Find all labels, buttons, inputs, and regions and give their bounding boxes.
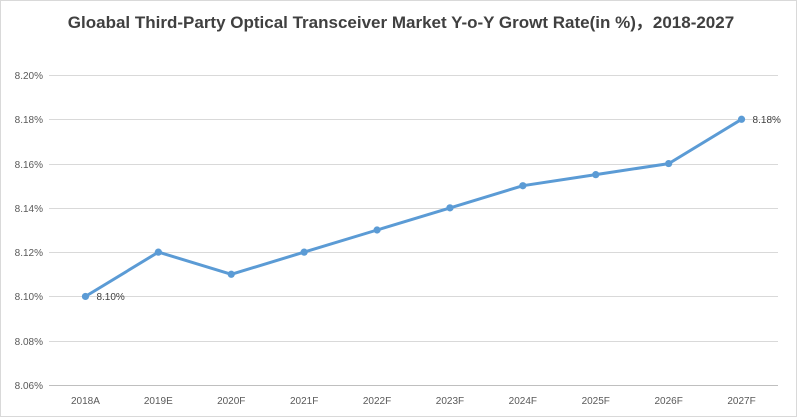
series-line (84, 117, 744, 298)
x-tick-label: 2021F (290, 396, 318, 407)
y-tick-label: 8.06% (15, 381, 43, 392)
x-tick-label: 2024F (509, 396, 537, 407)
y-tick-label: 8.14% (15, 204, 43, 215)
y-tick-label: 8.20% (15, 71, 43, 82)
gridlines (49, 75, 778, 386)
data-point (665, 159, 673, 168)
data-label: 8.10% (96, 292, 124, 303)
data-point (81, 292, 90, 301)
data-point (737, 115, 746, 123)
x-tick-label: 2023F (436, 396, 464, 407)
x-tick-label: 2022F (363, 396, 391, 407)
y-tick-label: 8.18% (15, 115, 43, 126)
x-tick-label: 2026F (654, 396, 682, 407)
data-point (154, 248, 162, 256)
series-layer (81, 115, 746, 301)
x-tick-label: 2018A (71, 396, 100, 407)
x-tick-label: 2019E (144, 396, 173, 407)
data-point (592, 171, 600, 179)
data-point (519, 182, 527, 190)
y-axis-ticks: 8.06% 8.08% 8.10% 8.12% 8.14% 8.16% 8.18% 8.20% (15, 71, 43, 392)
data-point (227, 270, 235, 278)
data-point (373, 226, 381, 234)
data-label: 8.18% (753, 115, 781, 126)
x-tick-label: 2020F (217, 396, 245, 407)
data-labels: 8.10% 8.18% (96, 115, 781, 303)
y-tick-label: 8.10% (15, 292, 43, 303)
x-axis-ticks: 2018A 2019E 2020F 2021F 2022F 2023F 2024F 2025F… (71, 396, 756, 407)
x-tick-label: 2025F (582, 396, 610, 407)
data-point (300, 248, 308, 256)
x-tick-label: 2027F (727, 396, 755, 407)
y-tick-label: 8.16% (15, 160, 43, 171)
y-tick-label: 8.08% (15, 337, 43, 348)
data-point (446, 204, 454, 212)
y-tick-label: 8.12% (15, 248, 43, 259)
chart-title: Gloabal Third-Party Optical Transceiver … (67, 13, 735, 32)
